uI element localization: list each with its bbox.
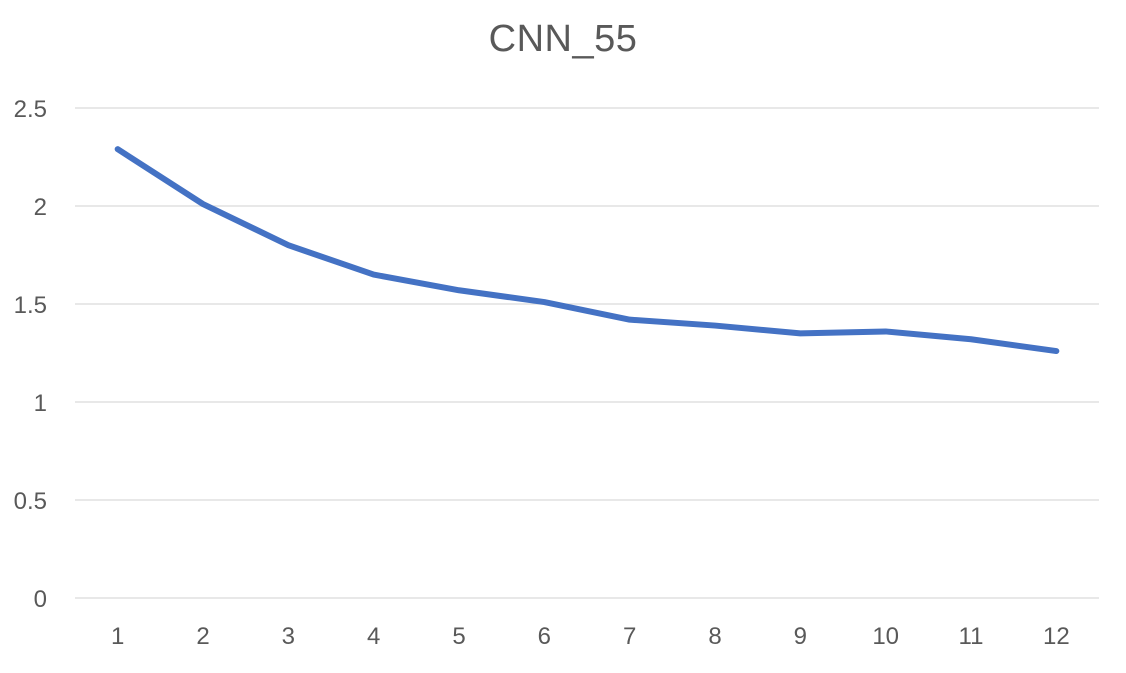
x-tick-label: 2 bbox=[196, 623, 209, 650]
chart-title: CNN_55 bbox=[0, 18, 1126, 61]
y-tick-label: 0 bbox=[34, 586, 47, 613]
x-tick-label: 1 bbox=[111, 623, 124, 650]
y-tick-label: 1.5 bbox=[14, 292, 47, 319]
x-tick-label: 5 bbox=[452, 623, 465, 650]
x-tick-label: 9 bbox=[794, 623, 807, 650]
y-tick-label: 0.5 bbox=[14, 488, 47, 515]
series-line bbox=[118, 149, 1057, 351]
x-tick-label: 3 bbox=[282, 623, 295, 650]
x-tick-label: 8 bbox=[708, 623, 721, 650]
x-tick-label: 4 bbox=[367, 623, 380, 650]
y-tick-label: 2 bbox=[34, 194, 47, 221]
y-tick-label: 2.5 bbox=[14, 96, 47, 123]
x-tick-label: 12 bbox=[1043, 623, 1070, 650]
x-tick-label: 10 bbox=[872, 623, 899, 650]
x-tick-label: 6 bbox=[538, 623, 551, 650]
y-tick-label: 1 bbox=[34, 390, 47, 417]
x-tick-label: 11 bbox=[959, 623, 984, 650]
x-tick-label: 7 bbox=[623, 623, 636, 650]
